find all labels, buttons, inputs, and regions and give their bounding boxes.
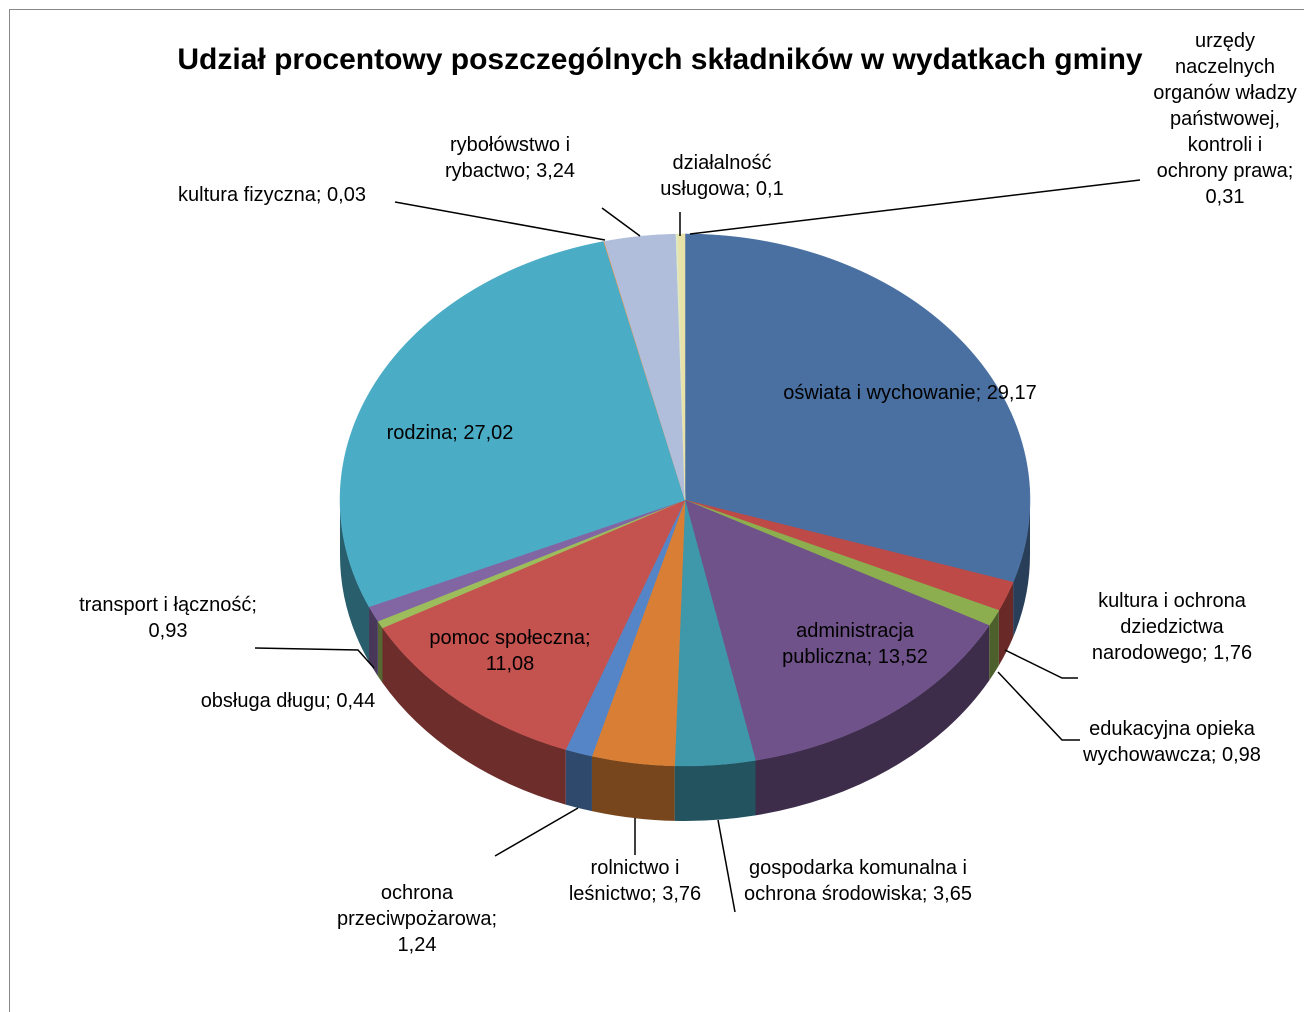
- label-category: transport i łączność: [79, 594, 252, 616]
- slice-side: [998, 582, 1014, 666]
- label-value: 1,76: [1213, 642, 1253, 664]
- data-label: rybołówstwo i rybactwo; 3,24: [420, 132, 600, 184]
- label-value: 0,98: [1222, 744, 1261, 766]
- slice: [684, 233, 1031, 583]
- label-value: 0,93: [148, 620, 188, 642]
- leader-line: [1004, 649, 1078, 679]
- data-label: pomoc społeczna; 11,08: [410, 625, 610, 677]
- label-value: 29,17: [986, 382, 1037, 404]
- label-separator: ;: [1287, 160, 1299, 182]
- label-category: gospodarka komunalna i ochrona środowisk…: [744, 857, 967, 905]
- label-category: pomoc społeczna: [429, 627, 586, 649]
- leader-line: [717, 819, 736, 913]
- label-separator: ;: [651, 883, 663, 905]
- label-category: administracja publiczna: [782, 620, 914, 668]
- slice-side: [755, 625, 990, 816]
- label-separator: ;: [452, 422, 464, 444]
- leader-line: [997, 671, 1080, 741]
- label-category: kultura i ochrona dziedzictwa narodowego: [1091, 590, 1246, 664]
- slice-side: [591, 756, 675, 821]
- label-separator: ;: [1202, 642, 1214, 664]
- slice-side: [377, 621, 383, 683]
- slice-side: [340, 500, 370, 662]
- data-label: rolnictwo i leśnictwo; 3,76: [550, 855, 720, 907]
- slice-side: [1013, 500, 1030, 638]
- label-category: ochrona przeciwpożarowa: [336, 882, 492, 930]
- slice: [684, 499, 990, 761]
- slice-side: [382, 627, 566, 805]
- label-separator: ;: [744, 178, 756, 200]
- label-separator: ;: [315, 184, 328, 206]
- label-value: 3,65: [933, 883, 972, 905]
- slice-side: [565, 749, 592, 812]
- data-label: oświata i wychowanie; 29,17: [780, 380, 1040, 406]
- label-category: działalność usługowa: [660, 152, 772, 200]
- label-separator: ;: [325, 690, 337, 712]
- slice: [339, 241, 686, 608]
- data-label: kultura i ochrona dziedzictwa narodowego…: [1072, 588, 1272, 666]
- label-category: edukacyjna opieka wychowawcza: [1083, 718, 1255, 766]
- data-label: edukacyjna opieka wychowawcza; 0,98: [1052, 716, 1292, 768]
- leader-line: [601, 207, 641, 237]
- label-separator: ;: [1210, 744, 1222, 766]
- label-separator: ;: [921, 883, 934, 905]
- label-value: 0,1: [755, 178, 784, 200]
- label-value: 1,24: [397, 934, 437, 956]
- label-separator: ;: [251, 594, 263, 616]
- label-value: 0,31: [1205, 186, 1245, 208]
- data-label: administracja publiczna; 13,52: [755, 618, 955, 670]
- leader-line: [494, 807, 579, 857]
- data-label: ochrona przeciwpożarowa; 1,24: [322, 880, 512, 958]
- label-separator: ;: [585, 627, 597, 649]
- slice: [677, 233, 686, 501]
- label-category: oświata i wychowanie: [783, 382, 976, 404]
- label-value: 11,08: [485, 653, 535, 675]
- label-category: rolnictwo i leśnictwo: [568, 857, 680, 905]
- data-label: urzędy naczelnych organów władzy państwo…: [1150, 28, 1300, 210]
- data-label: obsługa długu; 0,44: [198, 688, 378, 714]
- chart-title: Udział procentowy poszczególnych składni…: [177, 43, 1143, 76]
- leader-line: [394, 201, 606, 241]
- label-separator: ;: [866, 646, 878, 668]
- label-separator: ;: [491, 908, 503, 930]
- label-value: 0,44: [336, 690, 376, 712]
- label-category: rodzina: [386, 422, 453, 444]
- slice: [382, 499, 686, 750]
- label-separator: ;: [524, 160, 537, 182]
- label-separator: ;: [975, 382, 987, 404]
- data-label: gospodarka komunalna i ochrona środowisk…: [733, 855, 983, 907]
- leader-line: [254, 647, 375, 669]
- label-value: 0,03: [327, 184, 366, 206]
- slice-side: [989, 610, 999, 681]
- data-label: działalność usługowa; 0,1: [637, 150, 807, 202]
- slice-side: [674, 760, 756, 822]
- label-value: 3,24: [536, 160, 576, 182]
- data-label: rodzina; 27,02: [350, 420, 550, 446]
- label-value: 13,52: [877, 646, 928, 668]
- data-label: kultura fizyczna; 0,03: [137, 182, 407, 208]
- leader-line: [689, 179, 1141, 235]
- label-category: urzędy naczelnych organów władzy państwo…: [1153, 30, 1297, 182]
- label-value: 27,02: [463, 422, 514, 444]
- label-category: kultura fizyczna: [178, 184, 316, 206]
- label-value: 3,76: [662, 883, 702, 905]
- label-category: rybołówstwo i rybactwo: [444, 134, 571, 182]
- slice-side: [369, 606, 378, 677]
- data-label: transport i łączność; 0,93: [68, 592, 268, 644]
- label-category: obsługa długu: [200, 690, 326, 712]
